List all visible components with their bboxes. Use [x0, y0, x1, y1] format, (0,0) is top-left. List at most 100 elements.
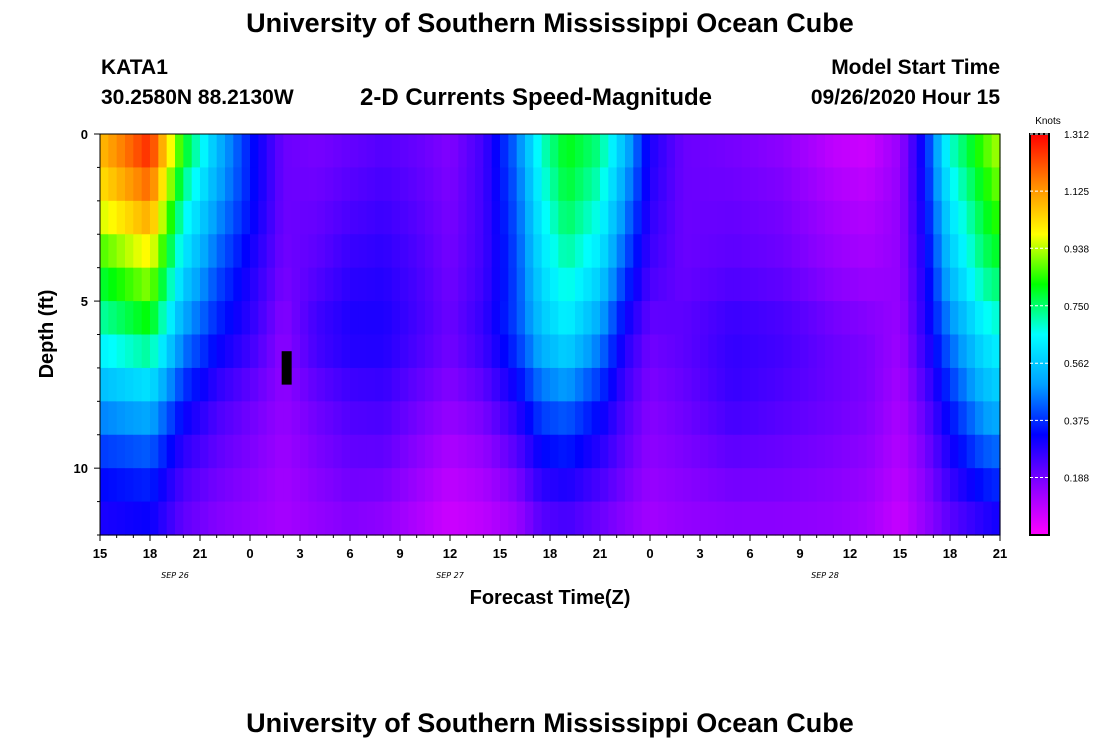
heatmap-cell [358, 134, 368, 169]
heatmap-cell [891, 200, 901, 235]
heatmap-cell [591, 434, 601, 469]
heatmap-cell [758, 200, 768, 235]
heatmap-cell [300, 301, 309, 336]
heatmap-cell [425, 334, 434, 369]
heatmap-cell [683, 134, 693, 169]
heatmap-cell [508, 134, 518, 169]
heatmap-cell [250, 167, 259, 202]
heatmap-cell [758, 501, 768, 536]
heatmap-cell [416, 434, 426, 469]
heatmap-cell [550, 367, 559, 402]
heatmap-cell [250, 301, 259, 336]
heatmap-cell [825, 468, 834, 503]
heatmap-cell [300, 434, 309, 469]
heatmap-cell [608, 134, 618, 169]
heatmap-cell [916, 401, 926, 436]
heatmap-cell [408, 301, 418, 336]
heatmap-cell [491, 301, 501, 336]
heatmap-cell [300, 334, 309, 369]
heatmap-cell [750, 234, 759, 269]
heatmap-cell [991, 501, 1001, 536]
heatmap-cell [966, 234, 976, 269]
heatmap-cell [700, 468, 709, 503]
heatmap-cell [400, 401, 409, 436]
heatmap-cell [616, 134, 626, 169]
heatmap-cell [916, 468, 926, 503]
heatmap-cell [975, 301, 984, 336]
heatmap-cell [416, 468, 426, 503]
heatmap-cell [325, 301, 334, 336]
heatmap-cell [225, 200, 234, 235]
heatmap-cell [308, 434, 318, 469]
heatmap-cell [108, 301, 118, 336]
heatmap-cell [275, 301, 284, 336]
heatmap-cell [458, 234, 468, 269]
heatmap-cell [800, 367, 809, 402]
heatmap-cell [933, 501, 943, 536]
heatmap-cell [183, 401, 193, 436]
heatmap-cell [883, 267, 893, 302]
heatmap-cell [583, 367, 593, 402]
heatmap-cell [408, 468, 418, 503]
heatmap-cell [191, 334, 201, 369]
heatmap-cell [891, 434, 901, 469]
heatmap-cell [350, 367, 359, 402]
heatmap-cell [125, 367, 134, 402]
heatmap-cell [933, 267, 943, 302]
heatmap-cell [950, 501, 959, 536]
heatmap-cell [166, 200, 176, 235]
heatmap-cell [158, 234, 168, 269]
heatmap-cell [658, 367, 668, 402]
heatmap-cell [150, 434, 159, 469]
heatmap-cell [608, 434, 618, 469]
heatmap-cell [675, 134, 684, 169]
heatmap-cell [550, 334, 559, 369]
heatmap-cell [583, 334, 593, 369]
heatmap-cell [316, 134, 326, 169]
heatmap-cell [841, 501, 851, 536]
heatmap-cell [158, 468, 168, 503]
heatmap-cell [658, 234, 668, 269]
heatmap-cell [383, 167, 393, 202]
heatmap-cell [808, 301, 818, 336]
x-tick-label: 21 [993, 546, 1007, 561]
heatmap-cell [141, 401, 151, 436]
heatmap-cell [850, 200, 859, 235]
heatmap-cell [716, 334, 726, 369]
heatmap-cell [233, 367, 243, 402]
heatmap-cell [325, 434, 334, 469]
heatmap-cell [208, 267, 218, 302]
heatmap-cell [425, 301, 434, 336]
heatmap-cell [975, 234, 984, 269]
heatmap-cell [450, 401, 459, 436]
heatmap-cell [225, 501, 234, 536]
heatmap-cell [175, 501, 184, 536]
heatmap-cell [625, 301, 634, 336]
heatmap-cell [466, 301, 476, 336]
heatmap-cell [491, 200, 501, 235]
heatmap-cell [958, 200, 968, 235]
heatmap-cell [441, 267, 451, 302]
heatmap-cell [508, 334, 518, 369]
heatmap-cell [908, 501, 918, 536]
heatmap-cell [450, 334, 459, 369]
heatmap-cell [241, 501, 251, 536]
heatmap-cell [641, 367, 651, 402]
heatmap-cell [708, 234, 718, 269]
heatmap-cell [391, 200, 401, 235]
heatmap-cell [716, 134, 726, 169]
heatmap-cell [441, 401, 451, 436]
heatmap-cell [508, 167, 518, 202]
heatmap-cell [758, 334, 768, 369]
heatmap-cell [500, 234, 509, 269]
heatmap-cell [825, 434, 834, 469]
heatmap-cell [858, 301, 868, 336]
heatmap-cell [158, 267, 168, 302]
heatmap-cell [158, 167, 168, 202]
heatmap-cell [716, 501, 726, 536]
heatmap-cell [341, 468, 351, 503]
heatmap-cell [316, 501, 326, 536]
heatmap-cell [783, 501, 793, 536]
heatmap-cell [658, 434, 668, 469]
heatmap-cell [708, 267, 718, 302]
